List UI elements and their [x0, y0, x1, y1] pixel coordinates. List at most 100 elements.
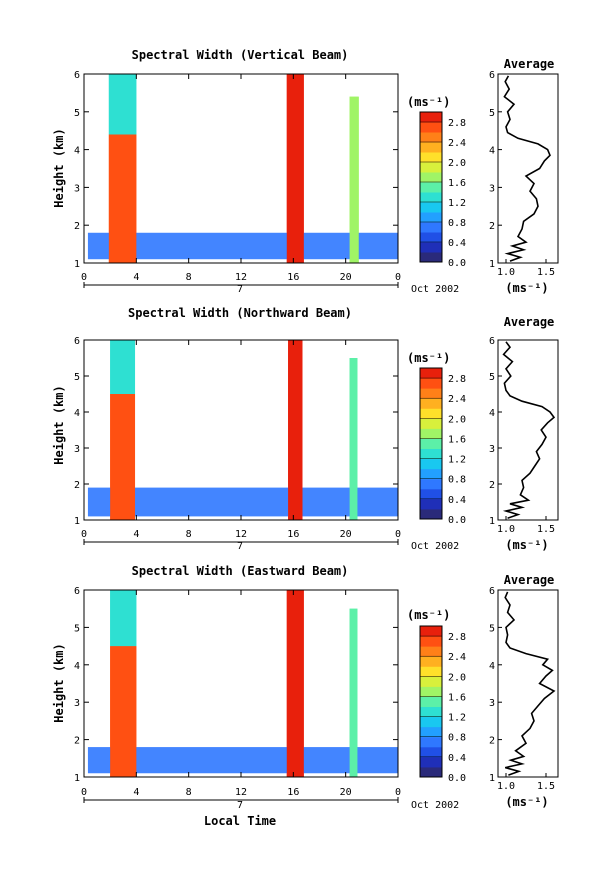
colorbar-segment [420, 656, 442, 667]
y-tick-label: 6 [74, 586, 80, 597]
average-y-tick-label: 3 [489, 698, 495, 709]
colorbar-segment [420, 646, 442, 657]
colorbar-tick-label: 0.4 [448, 495, 466, 506]
average-y-tick-label: 4 [489, 661, 495, 672]
colorbar-segment [420, 448, 442, 460]
x-tick-label: 8 [186, 529, 192, 540]
y-axis-label: Height (km) [52, 385, 66, 464]
average-y-tick-label: 1 [489, 773, 495, 784]
average-title: Average [504, 573, 555, 587]
colorbar-tick-label: 0.0 [448, 258, 466, 269]
day-label: 7 [237, 541, 243, 552]
colorbar-segment [420, 252, 442, 263]
x-tick-label: 12 [235, 272, 247, 283]
colorbar-segment [420, 468, 442, 480]
average-frame [497, 73, 559, 264]
average-y-tick-label: 1 [489, 259, 495, 270]
average-profile-line [502, 341, 556, 519]
average-x-label: (ms⁻¹) [505, 538, 548, 552]
y-tick-label: 4 [74, 146, 80, 157]
colorbar-segment [420, 478, 442, 490]
colorbar-tick-label: 0.8 [448, 733, 466, 744]
colorbar-segment [420, 368, 442, 379]
average-x-label: (ms⁻¹) [505, 281, 548, 295]
y-tick-label: 6 [74, 70, 80, 81]
average-y-tick-label: 6 [489, 586, 495, 597]
average-x-tick-label: 1.0 [497, 267, 515, 278]
average-title: Average [504, 57, 555, 71]
x-tick-label: 20 [340, 787, 352, 798]
colorbar-segment [420, 726, 442, 738]
y-tick-label: 4 [74, 408, 80, 419]
colorbar-segment [420, 142, 442, 153]
y-tick-label: 2 [74, 221, 80, 232]
x-tick-label: 0 [81, 787, 87, 798]
colorbar-segment [420, 636, 442, 647]
x-tick-label: 20 [340, 272, 352, 283]
y-tick-label: 2 [74, 480, 80, 491]
colorbar-segment [420, 756, 442, 768]
average-frame [497, 589, 559, 778]
colorbar-tick-label: 2.4 [448, 138, 466, 149]
heat-band [87, 232, 399, 260]
x-axis-label: Local Time [204, 814, 276, 828]
colorbar-segment [420, 378, 442, 389]
average-x-tick-label: 1.5 [537, 781, 555, 792]
average-title: Average [504, 315, 555, 329]
y-tick-label: 1 [74, 259, 80, 270]
colorbar-segment [420, 498, 442, 510]
average-frame [497, 339, 559, 521]
heat-band [110, 394, 136, 520]
x-tick-label: 4 [133, 272, 139, 283]
colorbar-segment [420, 686, 442, 697]
y-tick-label: 5 [74, 108, 80, 119]
colorbar-tick-label: 1.2 [448, 198, 466, 209]
heat-band [288, 340, 303, 520]
colorbar-tick-label: 2.8 [448, 374, 466, 385]
colorbar-segment [420, 458, 442, 470]
average-y-tick-label: 2 [489, 480, 495, 491]
average-profile-plot: 1 2 3 4 5 6 1.0 1.5 [489, 336, 559, 535]
day-label: 7 [237, 284, 243, 295]
colorbar-tick-label: 2.8 [448, 632, 466, 643]
colorbar: 2.8 2.4 2.0 1.6 1.2 0.8 0.4 0.0 [419, 111, 466, 269]
average-y-tick-label: 3 [489, 444, 495, 455]
colorbar-segment [420, 182, 442, 193]
colorbar-tick-label: 2.0 [448, 158, 466, 169]
colorbar-tick-label: 1.6 [448, 178, 466, 189]
heat-band [110, 590, 137, 647]
colorbar-segment [420, 172, 442, 183]
x-tick-label: 8 [186, 787, 192, 798]
colorbar-segment [420, 112, 442, 123]
x-tick-label: 0 [81, 529, 87, 540]
day-label: 7 [237, 800, 243, 811]
colorbar-segment [420, 666, 442, 677]
colorbar-segment [420, 388, 442, 399]
colorbar-segment [420, 408, 442, 419]
colorbar-tick-label: 0.8 [448, 475, 466, 486]
x-tick-label: 16 [287, 272, 299, 283]
colorbar: 2.8 2.4 2.0 1.6 1.2 0.8 0.4 0.0 [419, 625, 466, 784]
panel-title: Spectral Width (Northward Beam) [128, 306, 352, 320]
average-x-tick-label: 1.0 [497, 781, 515, 792]
colorbar-segment [420, 746, 442, 758]
average-x-tick-label: 1.0 [497, 524, 515, 535]
y-tick-label: 3 [74, 183, 80, 194]
average-y-tick-label: 5 [489, 623, 495, 634]
colorbar-tick-label: 1.6 [448, 692, 466, 703]
colorbar-tick-label: 0.4 [448, 753, 466, 764]
heat-band [108, 134, 137, 263]
colorbar-tick-label: 2.0 [448, 672, 466, 683]
y-tick-label: 5 [74, 623, 80, 634]
heat-band [87, 747, 399, 774]
colorbar-tick-label: 0.0 [448, 773, 466, 784]
date-label: Oct 2002 [411, 800, 459, 811]
heat-band [87, 487, 399, 517]
colorbar-segment [420, 488, 442, 500]
colorbar-tick-label: 0.0 [448, 515, 466, 526]
average-y-tick-label: 6 [489, 70, 495, 81]
